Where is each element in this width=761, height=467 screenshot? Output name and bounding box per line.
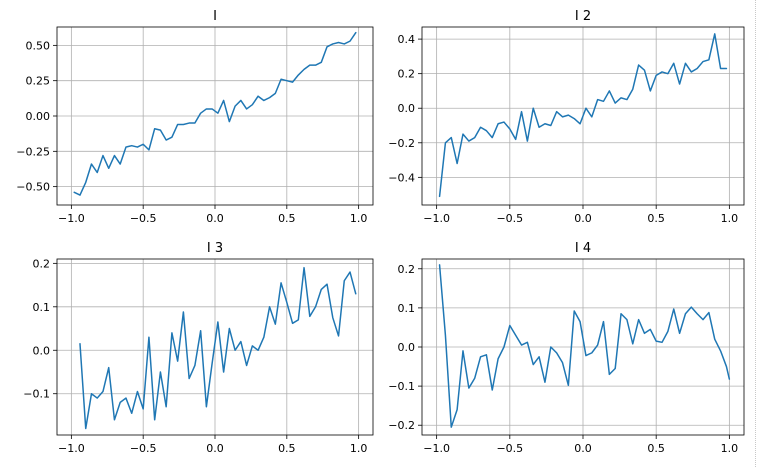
subplot-2-y-tick-label: −0.4	[388, 171, 415, 184]
subplot-3-y-tick-label: −0.1	[23, 388, 50, 401]
subplot-2-title: I 2	[575, 9, 591, 24]
subplot-4-y-tick-label: 0.1	[398, 302, 416, 315]
subplot-2-y-tick-label: 0.2	[398, 68, 416, 81]
subplot-4-x-tick-label: −1.0	[423, 442, 450, 455]
subplot-1-y-tick-label: 0.50	[26, 39, 51, 52]
subplot-4-y-tick-label: 0.2	[398, 263, 416, 276]
subplot-4-x-tick-label: 0.5	[647, 442, 665, 455]
subplot-1-title: I	[213, 9, 217, 24]
subplot-1-y-tick-label: −0.50	[16, 181, 50, 194]
subplot-3-y-tick-label: 0.0	[33, 344, 51, 357]
subplot-3-x-tick-label: 1.0	[350, 442, 368, 455]
subplot-2-x-tick-label: 0.0	[574, 212, 592, 225]
subplot-1: I −1.0 −0.5 0.0 0.5 1.0 −0.50 −0.25 0.00 0.25 0.5…	[16, 9, 374, 225]
subplot-4-x-tick-label: −0.5	[496, 442, 523, 455]
subplot-4-series-line	[438, 264, 731, 428]
subplot-4-x-tick-label: 1.0	[721, 442, 739, 455]
subplot-4-y-tick-label: −0.2	[388, 419, 415, 432]
subplot-1-x-tick-label: 0.5	[278, 212, 296, 225]
subplot-4-y-tick-label: −0.1	[388, 380, 415, 393]
subplot-3-y-tick-label: 0.1	[33, 301, 51, 314]
subplot-3-x-tick-label: 0.5	[278, 442, 296, 455]
subplot-2-y-tick-label: 0.0	[398, 102, 416, 115]
subplot-3-y-tick-label: 0.2	[33, 257, 51, 270]
subplot-1-y-tick-label: −0.25	[16, 145, 50, 158]
subplot-4-title: I 4	[575, 241, 591, 256]
subplot-3-title: I 3	[207, 241, 223, 256]
subplot-3: I 3 −1.0 −0.5 0.0 0.5 1.0 −0.1 0.0 0.1 0.2	[23, 241, 374, 455]
subplot-2-x-tick-label: 1.0	[721, 212, 739, 225]
subplot-2-y-tick-label: 0.4	[398, 33, 416, 46]
subplot-2-y-tick-label: −0.2	[388, 137, 415, 150]
subplot-2-series-line	[438, 33, 728, 198]
subplot-2: I 2 −1.0 −0.5 0.0 0.5 1.0 −0.4 −0.2 0.0 0.2 0.4	[388, 9, 745, 225]
subplot-1-x-tick-label: 0.0	[206, 212, 224, 225]
subplot-3-x-tick-label: 0.0	[206, 442, 224, 455]
subplot-3-x-tick-label: −0.5	[130, 442, 157, 455]
subplot-2-x-tick-label: −0.5	[496, 212, 523, 225]
subplot-3-x-tick-label: −1.0	[58, 442, 85, 455]
subplot-2-x-tick-label: −1.0	[423, 212, 450, 225]
subplot-2-x-tick-label: 0.5	[647, 212, 665, 225]
page-edge-divider	[755, 0, 756, 467]
subplot-4-y-tick-label: 0.0	[398, 341, 416, 354]
subplot-4-x-tick-label: 0.0	[574, 442, 592, 455]
subplot-3-series-line	[79, 266, 357, 430]
subplot-1-x-tick-label: 1.0	[350, 212, 368, 225]
subplot-1-y-tick-label: 0.25	[26, 75, 51, 88]
subplot-4: I 4 −1.0 −0.5 0.0 0.5 1.0 −0.2 −0.1 0.0 0.1 0.2	[388, 241, 745, 455]
subplot-1-x-tick-label: −0.5	[130, 212, 157, 225]
subplot-1-series-line	[73, 31, 357, 196]
subplot-1-x-tick-label: −1.0	[58, 212, 85, 225]
subplot-1-y-tick-label: 0.00	[26, 110, 51, 123]
